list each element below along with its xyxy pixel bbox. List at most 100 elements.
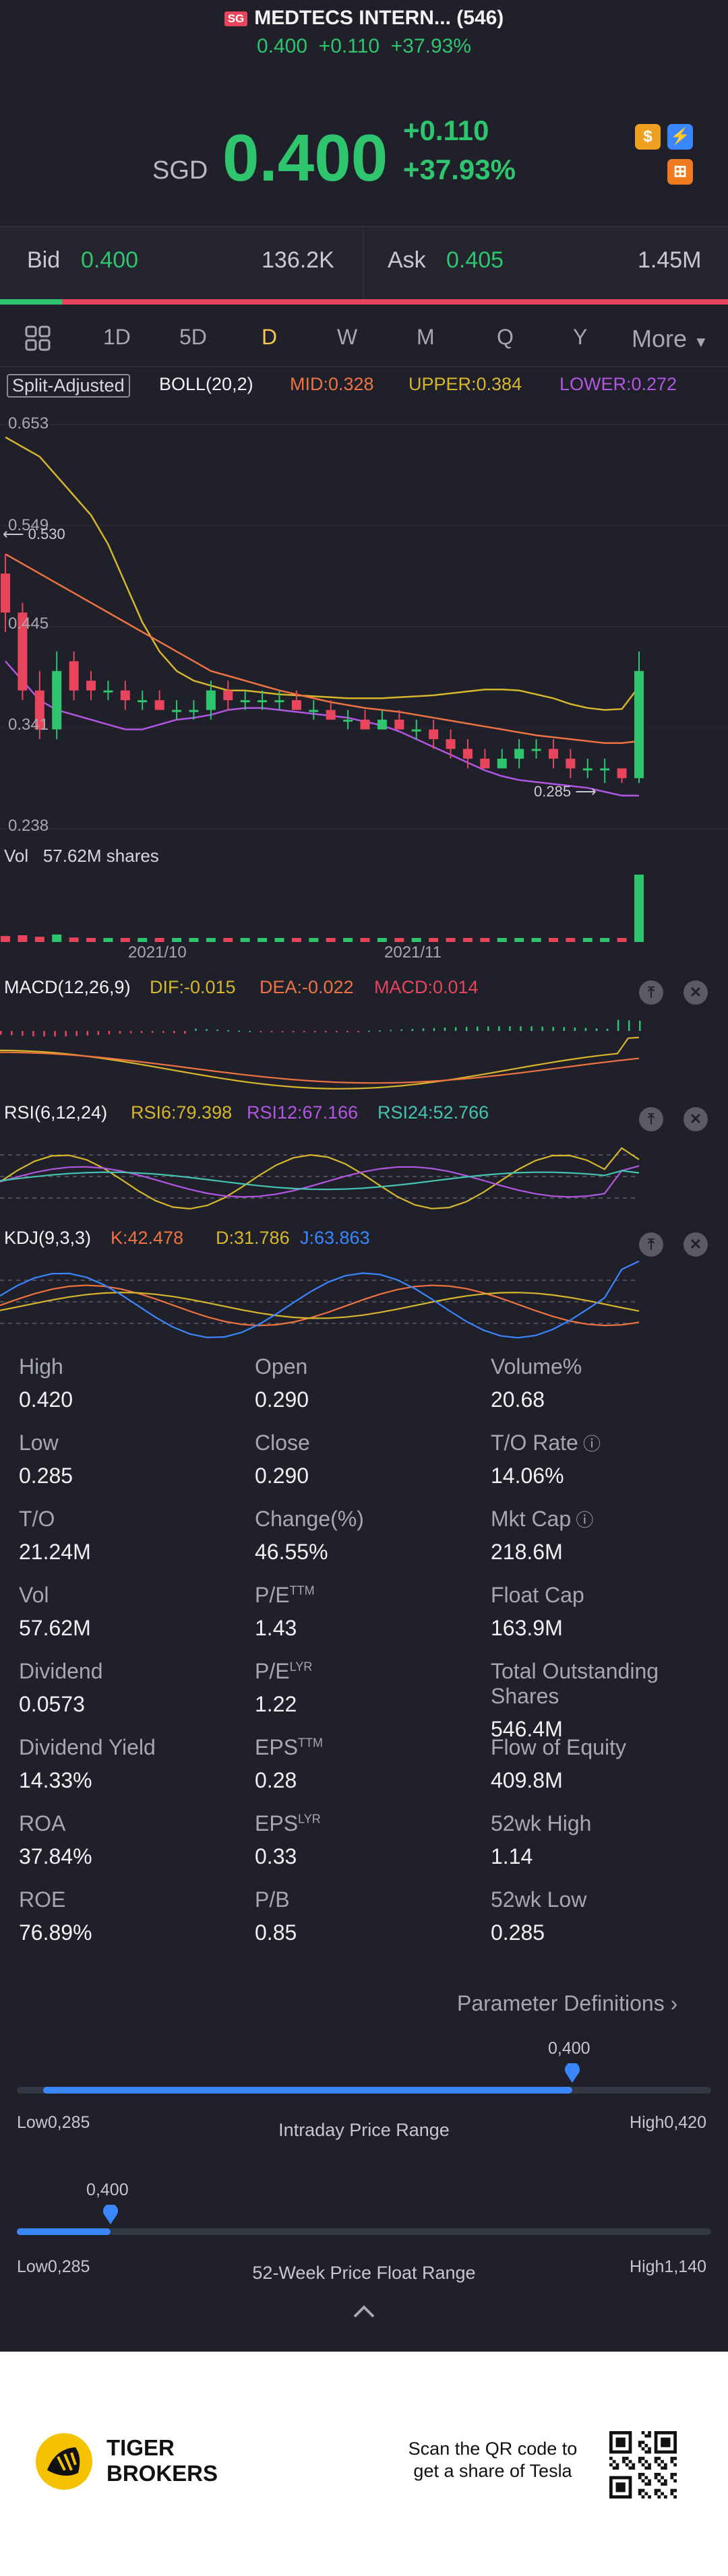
stat-value: 57.62M: [19, 1616, 91, 1640]
qr-module: [638, 2492, 642, 2496]
macd-histogram-bar: [22, 1031, 24, 1036]
candlestick-chart[interactable]: [0, 404, 728, 849]
stat-label: Vol: [19, 1583, 49, 1607]
stat-label: High: [19, 1354, 63, 1379]
macd-histogram-bar: [390, 1030, 392, 1032]
qr-finder-core: [615, 2437, 626, 2447]
info-icon[interactable]: ⓘ: [578, 1434, 601, 1454]
stat-cell: EPSTTM 0.28: [255, 1735, 323, 1793]
info-icon[interactable]: ⓘ: [571, 1510, 594, 1530]
qr-finder-core: [661, 2437, 671, 2447]
promo-line1: Scan the QR code to: [408, 2439, 578, 2459]
candle-body: [531, 749, 541, 751]
price-change-pct: +37.93%: [403, 154, 516, 185]
qr-module: [657, 2463, 661, 2467]
stat-label: Flow of Equity: [491, 1735, 626, 1759]
macd-histogram-bar: [75, 1031, 78, 1036]
volume-bar: [1, 936, 10, 942]
title-price: 0.400: [256, 35, 308, 57]
tab-d[interactable]: D: [262, 325, 278, 349]
macd-histogram-bar: [346, 1031, 348, 1032]
qr-module: [654, 2488, 658, 2492]
d-line: [0, 1291, 640, 1319]
layout-grid-icon[interactable]: [24, 325, 51, 352]
period-tabs: 1D 5D D W M Q Y More ▼: [0, 310, 728, 365]
macd-histogram-bar: [606, 1028, 609, 1031]
parameter-definitions-link[interactable]: Parameter Definitions ›: [457, 1991, 677, 2016]
qr-module: [641, 2431, 645, 2434]
macd-histogram-bar: [595, 1028, 598, 1031]
volume-value: 57.62M shares: [42, 846, 159, 866]
bid-label: Bid: [27, 247, 61, 273]
tab-1d[interactable]: 1D: [103, 325, 131, 349]
candle-body: [446, 739, 456, 749]
stat-label: P/ETTM: [255, 1583, 315, 1607]
chevron-up-icon[interactable]: [351, 2302, 377, 2325]
tab-m[interactable]: M: [417, 325, 435, 349]
close-icon[interactable]: ✕: [684, 1232, 708, 1257]
intraday-range-label: Intraday Price Range: [278, 2120, 450, 2140]
split-adjusted-toggle[interactable]: Split-Adjusted: [7, 374, 130, 398]
tab-q[interactable]: Q: [497, 325, 514, 349]
stat-cell: 52wk Low 0.285: [491, 1887, 586, 1945]
pin-top-icon[interactable]: ⤒: [639, 1232, 663, 1257]
lightning-icon[interactable]: ⚡: [667, 124, 693, 150]
grid-tag-icon[interactable]: ⊞: [667, 159, 693, 185]
macd-histogram-bar: [249, 1030, 251, 1032]
intraday-marker-pin: [564, 2062, 580, 2083]
chevron-right-icon: ›: [670, 1991, 678, 2015]
tab-more[interactable]: More ▼: [632, 325, 708, 353]
stat-value: 37.84%: [19, 1844, 92, 1868]
macd-title[interactable]: MACD(12,26,9): [4, 977, 131, 997]
dea-line: [0, 1051, 640, 1084]
volume-bar: [617, 938, 627, 942]
rsi12-line: [0, 1165, 640, 1198]
macd-histogram-bar: [162, 1031, 164, 1033]
volume-bar: [52, 934, 62, 942]
qr-module: [670, 2457, 674, 2460]
close-icon[interactable]: ✕: [684, 1107, 708, 1131]
pin-top-icon[interactable]: ⤒: [639, 1107, 663, 1131]
tab-w[interactable]: W: [337, 325, 358, 349]
qr-module: [670, 2492, 674, 2496]
qr-module: [657, 2457, 661, 2460]
macd-histogram-bar: [119, 1031, 121, 1034]
stat-label: EPSLYR: [255, 1811, 321, 1835]
volume-bar: [138, 938, 148, 942]
pin-top-icon[interactable]: ⤒: [639, 980, 663, 1005]
stat-value: 14.06%: [491, 1464, 564, 1488]
candle-body: [600, 768, 610, 771]
stat-cell: P/ELYR 1.22: [255, 1659, 312, 1717]
volume-bar: [548, 938, 558, 942]
stat-label: 52wk High: [491, 1811, 592, 1835]
currency-label: SGD: [152, 156, 208, 185]
macd-chart[interactable]: [0, 1004, 728, 1105]
qr-module: [644, 2450, 648, 2454]
boll-upper: UPPER:0.384: [408, 374, 522, 394]
qr-module: [641, 2457, 645, 2460]
stat-value: 218.6M: [491, 1540, 563, 1564]
boll-label[interactable]: BOLL(20,2): [159, 374, 253, 394]
rsi-title[interactable]: RSI(6,12,24): [4, 1102, 108, 1123]
rsi-chart[interactable]: [0, 1125, 728, 1226]
candle-body: [120, 690, 130, 701]
stat-cell: Low 0.285: [19, 1431, 73, 1488]
qr-module: [609, 2457, 613, 2460]
qr-module: [648, 2431, 651, 2434]
qr-code[interactable]: [609, 2431, 677, 2499]
y-tick-3: 0.341: [8, 716, 49, 734]
qr-module: [670, 2476, 674, 2480]
intraday-range-fill: [43, 2087, 572, 2094]
tab-5d[interactable]: 5D: [179, 325, 207, 349]
volume-chart[interactable]: [0, 869, 728, 943]
stat-cell: High 0.420: [19, 1354, 73, 1412]
intraday-current-value: 0,400: [548, 2039, 590, 2058]
kdj-chart[interactable]: [0, 1251, 728, 1352]
stat-value: 546.4M: [491, 1717, 563, 1741]
macd-histogram-bar: [336, 1031, 338, 1032]
kdj-title[interactable]: KDJ(9,3,3): [4, 1228, 92, 1248]
dollar-icon[interactable]: $: [635, 124, 661, 150]
tab-y[interactable]: Y: [573, 325, 588, 349]
close-icon[interactable]: ✕: [684, 980, 708, 1005]
qr-module: [648, 2482, 651, 2486]
